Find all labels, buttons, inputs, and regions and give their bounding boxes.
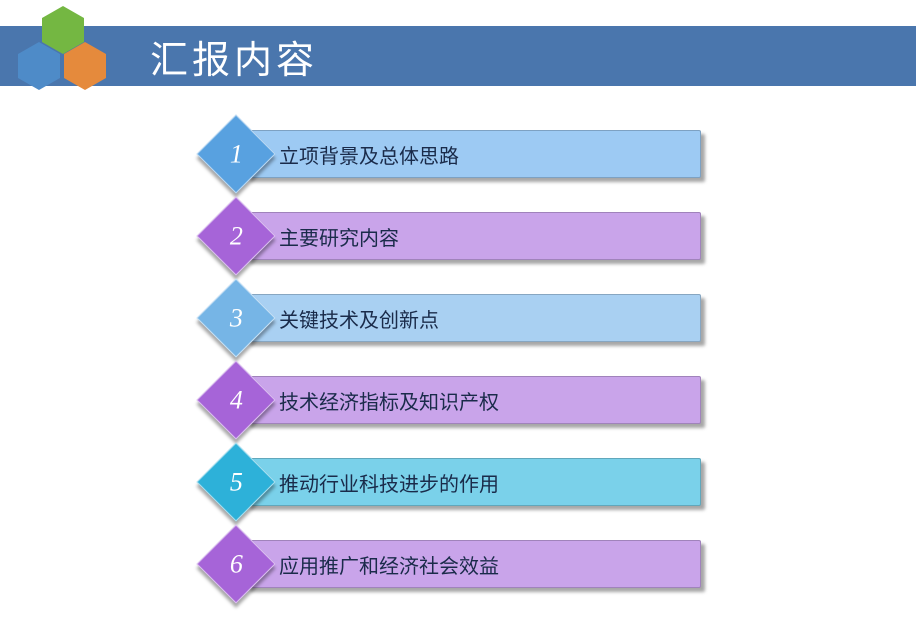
item-diamond: 2 <box>196 196 275 275</box>
item-number: 2 <box>230 221 243 251</box>
item-number: 3 <box>230 303 243 333</box>
item-label: 应用推广和经济社会效益 <box>279 550 499 579</box>
item-label: 推动行业科技进步的作用 <box>279 468 499 497</box>
item-diamond: 5 <box>196 442 275 521</box>
header-bar: 汇报内容 <box>0 26 916 86</box>
item-number: 1 <box>230 139 243 169</box>
item-bar: 关键技术及创新点 <box>246 294 701 342</box>
item-bar: 应用推广和经济社会效益 <box>246 540 701 588</box>
item-diamond: 4 <box>196 360 275 439</box>
item-diamond: 3 <box>196 278 275 357</box>
item-label: 立项背景及总体思路 <box>279 140 459 169</box>
item-label: 主要研究内容 <box>279 222 399 251</box>
item-number: 6 <box>230 549 243 579</box>
item-diamond: 6 <box>196 524 275 603</box>
page-title: 汇报内容 <box>150 29 318 84</box>
item-bar: 立项背景及总体思路 <box>246 130 701 178</box>
item-number: 5 <box>230 467 243 497</box>
item-bar: 推动行业科技进步的作用 <box>246 458 701 506</box>
item-bar: 主要研究内容 <box>246 212 701 260</box>
item-label: 技术经济指标及知识产权 <box>279 386 499 415</box>
item-number: 4 <box>230 385 243 415</box>
item-label: 关键技术及创新点 <box>279 304 439 333</box>
item-diamond: 1 <box>196 114 275 193</box>
item-bar: 技术经济指标及知识产权 <box>246 376 701 424</box>
